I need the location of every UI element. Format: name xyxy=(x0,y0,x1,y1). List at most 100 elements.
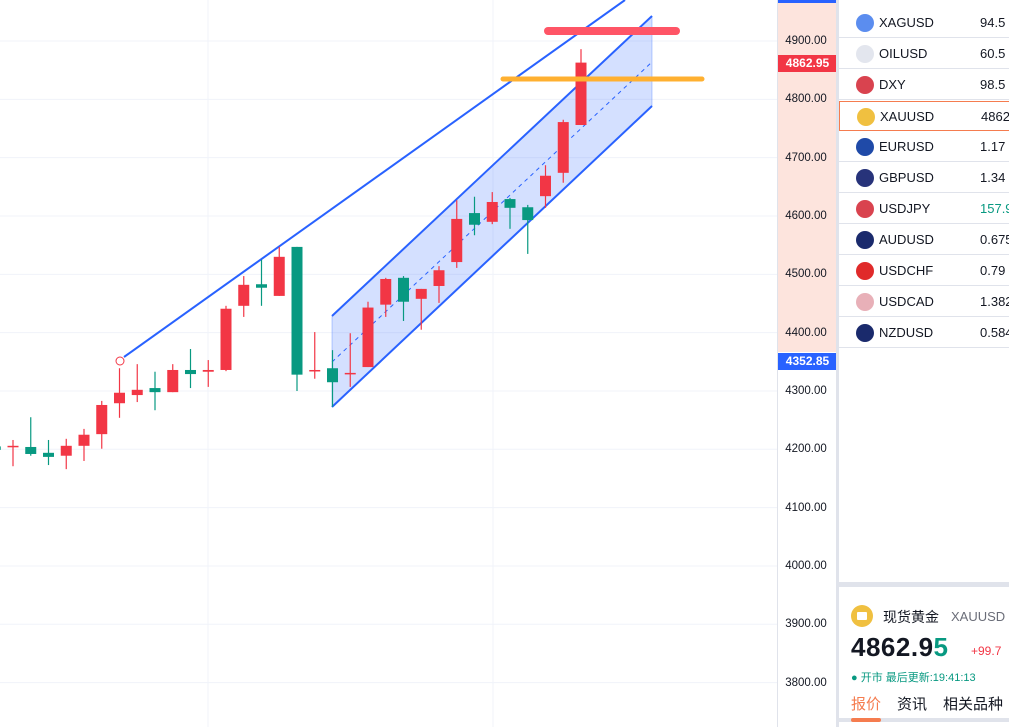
price-range-highlight xyxy=(778,0,837,352)
candle-body xyxy=(114,392,125,404)
candle xyxy=(185,348,196,389)
watchlist-item-oilusd[interactable]: OILUSD 60.5 xyxy=(839,39,1009,69)
candle xyxy=(43,439,54,466)
watchlist-symbol: OILUSD xyxy=(879,46,928,61)
nz-flag-icon xyxy=(856,324,874,342)
candle-body xyxy=(256,284,267,288)
watchlist-item-dxy[interactable]: DXY 98.5 xyxy=(839,70,1009,100)
candle-body xyxy=(43,452,54,457)
us-flag-icon xyxy=(856,76,874,94)
watchlist-item-usdcad[interactable]: USDCAD 1.382 xyxy=(839,287,1009,317)
price-tick: 4700.00 xyxy=(785,151,827,164)
candle-body xyxy=(185,369,196,375)
candle-body xyxy=(557,122,569,173)
watchlist-price: 0.584 xyxy=(980,325,1009,340)
price-tick: 4200.00 xyxy=(785,443,827,456)
candle-body xyxy=(149,388,161,393)
trend-line-anchor[interactable] xyxy=(115,356,125,366)
candle-body xyxy=(380,278,392,305)
price-chart[interactable] xyxy=(0,0,777,727)
watchlist-price: 4862 xyxy=(981,109,1009,124)
price-tick: 3800.00 xyxy=(785,676,827,689)
jp-flag-icon xyxy=(856,200,874,218)
price-tick: 4600.00 xyxy=(785,209,827,222)
tab-news[interactable]: 资讯 xyxy=(897,696,928,713)
candle-body xyxy=(60,445,72,456)
watchlist-symbol: DXY xyxy=(879,77,906,92)
candle-body xyxy=(0,446,1,450)
candle xyxy=(433,266,445,303)
candle xyxy=(504,197,516,229)
candle-body xyxy=(398,277,409,302)
watchlist-symbol: XAUUSD xyxy=(880,109,935,124)
candle xyxy=(451,200,463,268)
price-tick: 4400.00 xyxy=(785,326,827,339)
trend-line[interactable] xyxy=(123,0,626,358)
candle-body xyxy=(486,201,498,222)
watchlist-item-nzdusd[interactable]: NZDUSD 0.584 xyxy=(839,318,1009,348)
candle-body xyxy=(167,369,179,393)
price-tick: 3900.00 xyxy=(785,618,827,631)
watchlist-symbol: NZDUSD xyxy=(879,325,934,340)
uk-flag-icon xyxy=(856,169,874,187)
watchlist-price: 1.34 xyxy=(980,170,1006,185)
panel-divider[interactable] xyxy=(836,0,839,727)
candle-body xyxy=(238,284,250,306)
oil-icon xyxy=(856,45,874,63)
candle xyxy=(60,438,72,470)
price-last-digit: 5 xyxy=(933,632,949,662)
price-change: +99.7 xyxy=(971,644,1002,658)
candle xyxy=(78,428,90,461)
tab-bar-track xyxy=(839,718,1009,722)
range-top-marker xyxy=(778,0,837,3)
candle xyxy=(415,288,427,330)
channel-upper-line[interactable] xyxy=(331,15,653,317)
candle xyxy=(114,368,125,418)
watchlist-item-xagusd[interactable]: XAGUSD 94.5 xyxy=(839,8,1009,38)
panel-divider-horizontal xyxy=(839,582,1009,587)
tab-related[interactable]: 相关品种 xyxy=(943,696,1004,713)
price-tick: 4300.00 xyxy=(785,384,827,397)
candle-body xyxy=(78,434,90,446)
watchlist-symbol: EURUSD xyxy=(879,139,934,154)
watchlist-price: 1.382 xyxy=(980,294,1009,309)
watchlist-item-xauusd[interactable]: XAUUSD 4862 xyxy=(839,101,1009,131)
watchlist-item-audusd[interactable]: AUDUSD 0.675 xyxy=(839,225,1009,255)
watchlist-price: 0.79 xyxy=(980,263,1006,278)
candle xyxy=(469,196,480,236)
price-tick: 4000.00 xyxy=(785,559,827,572)
candle-body xyxy=(433,270,445,286)
watchlist-item-gbpusd[interactable]: GBPUSD 1.34 xyxy=(839,163,1009,193)
candle xyxy=(256,259,267,306)
candle xyxy=(131,364,143,403)
candle-body xyxy=(131,389,143,396)
watchlist-item-usdchf[interactable]: USDCHF 0.79 xyxy=(839,256,1009,286)
candle xyxy=(362,301,374,368)
candle xyxy=(398,276,409,321)
candle-body xyxy=(220,308,232,370)
candle xyxy=(25,417,37,456)
gold-icon xyxy=(857,108,875,126)
candle-body xyxy=(309,369,321,372)
watchlist-symbol: USDCAD xyxy=(879,294,934,309)
candle xyxy=(522,204,534,254)
price-axis[interactable]: 4900.00 4800.00 4700.00 4600.00 4500.00 4400.… xyxy=(777,0,837,727)
candle-body xyxy=(202,369,214,372)
level-lines xyxy=(500,27,705,82)
gold-icon xyxy=(851,605,873,627)
channel-lower-line[interactable] xyxy=(331,105,653,408)
watchlist-item-eurusd[interactable]: EURUSD 1.17 xyxy=(839,132,1009,162)
watchlist-item-usdjpy[interactable]: USDJPY 157.9 xyxy=(839,194,1009,224)
candles xyxy=(0,49,587,470)
candle-body xyxy=(469,213,480,225)
tab-quote[interactable]: 报价 xyxy=(851,696,882,713)
eu-flag-icon xyxy=(856,138,874,156)
price-tick: 4100.00 xyxy=(785,501,827,514)
watchlist-price: 157.9 xyxy=(980,201,1009,216)
symbol-detail-panel: 现货黄金 XAUUSD 4862.95 +99.7 ● 开市 最后更新:19:4… xyxy=(839,587,1009,727)
watchlist-symbol: GBPUSD xyxy=(879,170,934,185)
watchlist-price: 60.5 xyxy=(980,46,1006,61)
silver-icon xyxy=(856,14,874,32)
candle xyxy=(291,246,303,391)
candle xyxy=(167,364,179,393)
